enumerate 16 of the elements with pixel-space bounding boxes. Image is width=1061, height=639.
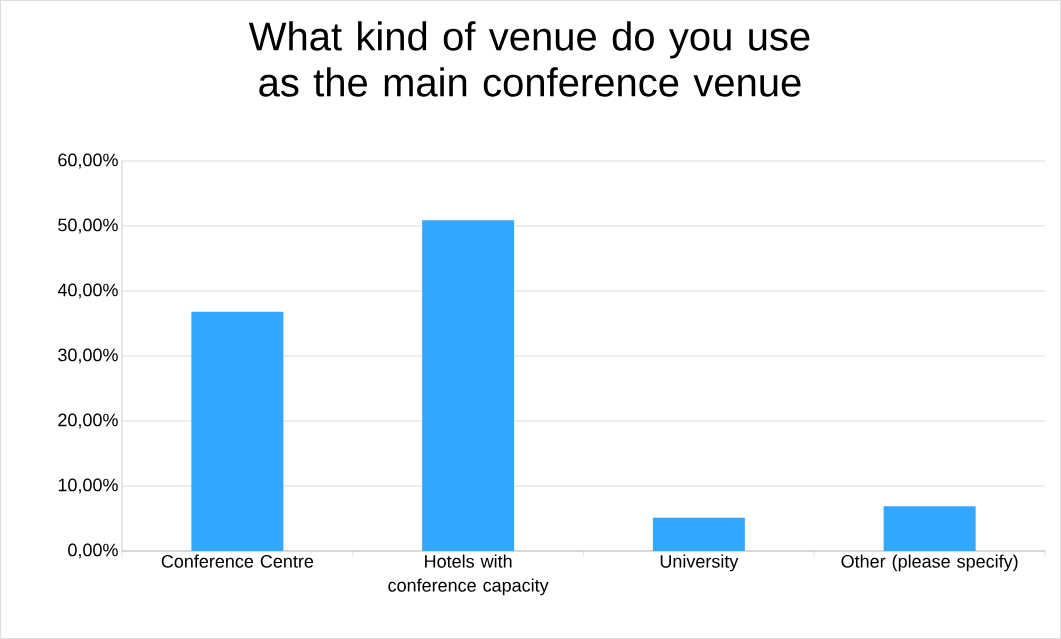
y-tick-label: 10,00% [58, 478, 118, 494]
x-tick-label: Other (please specify) [841, 554, 1018, 572]
bar [422, 220, 515, 551]
x-tick-label: Hotels with conference capacity [388, 554, 549, 596]
bar [652, 517, 745, 551]
bar [191, 311, 284, 551]
y-tick-label: 0,00% [68, 543, 118, 559]
x-tick-label: University [660, 554, 739, 572]
y-tick-label: 30,00% [58, 348, 118, 364]
bar [883, 506, 976, 551]
x-tick-label: Conference Centre [161, 554, 314, 568]
chart-title: What kind of venue do you use as the main conference venue [248, 21, 810, 97]
y-tick-label: 20,00% [58, 413, 118, 429]
y-tick-label: 60,00% [58, 153, 118, 169]
y-tick-label: 50,00% [58, 218, 118, 234]
y-tick-label: 40,00% [57, 283, 118, 299]
